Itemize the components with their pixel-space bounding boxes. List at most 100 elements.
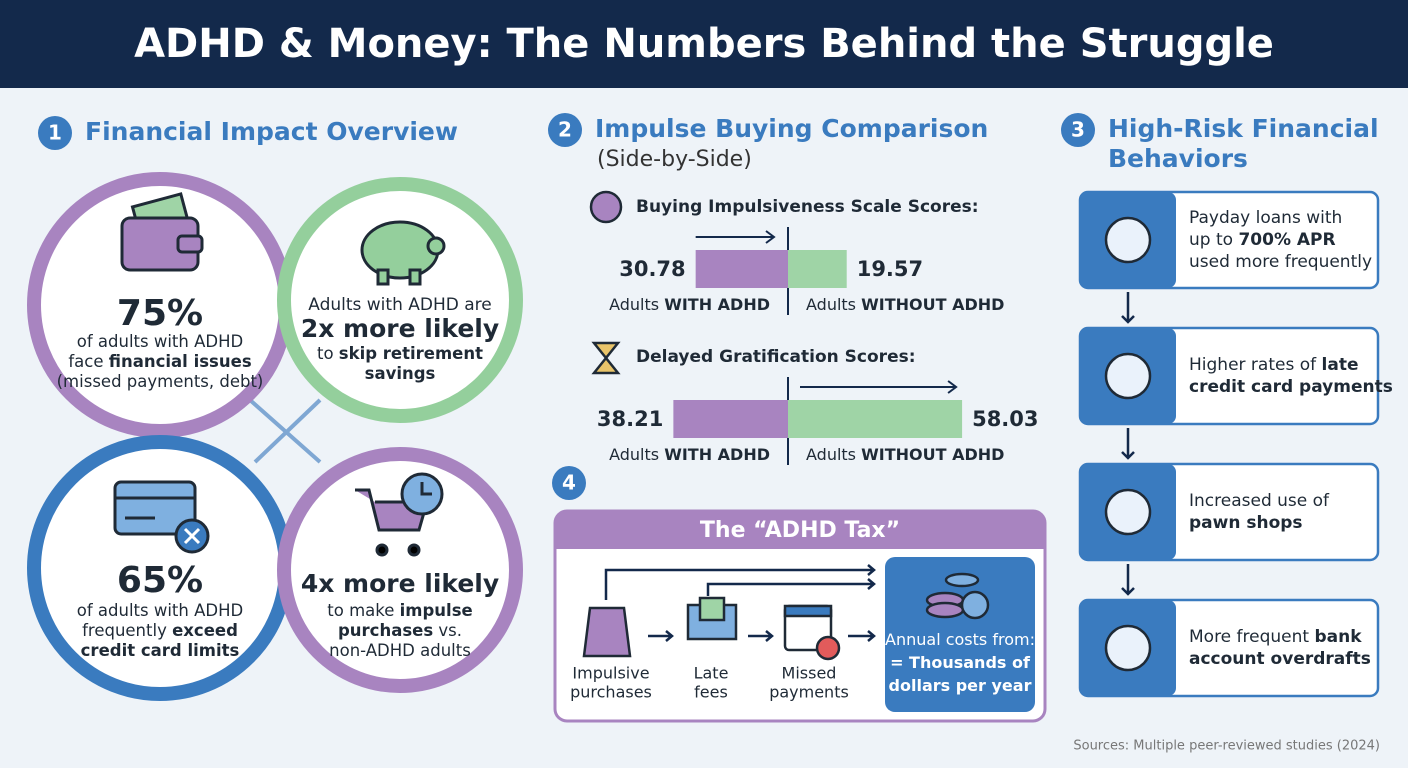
text-line: of adults with ADHD bbox=[77, 601, 243, 620]
text-line: up to 700% APR bbox=[1189, 230, 1336, 250]
step-label: Missed bbox=[782, 664, 837, 683]
step-label: fees bbox=[694, 683, 728, 702]
section-number: 3 bbox=[1071, 118, 1085, 142]
text: of adults with ADHD bbox=[77, 332, 243, 351]
section-number: 2 bbox=[558, 118, 572, 142]
bold-text: = Thousands of bbox=[890, 653, 1031, 672]
stat: 2x more likely bbox=[301, 314, 499, 343]
result-box bbox=[885, 557, 1035, 712]
text-line: Increased use of bbox=[1189, 491, 1330, 511]
bar-value: 58.03 bbox=[972, 407, 1038, 431]
label-part: WITH ADHD bbox=[664, 445, 770, 464]
text-line: Payday loans with bbox=[1189, 208, 1342, 228]
text: of adults with ADHD bbox=[77, 601, 243, 620]
text-line: savings bbox=[365, 364, 436, 383]
label-part: WITH ADHD bbox=[664, 295, 770, 314]
group-label: Adults WITH ADHD bbox=[609, 445, 770, 464]
section-number-badge bbox=[1061, 113, 1095, 147]
text-line: credit card payments bbox=[1189, 377, 1393, 397]
card-arrows bbox=[1121, 292, 1135, 596]
text: frequently bbox=[82, 621, 172, 640]
direction-arrow bbox=[695, 230, 776, 244]
page-title: ADHD & Money: The Numbers Behind the Str… bbox=[134, 21, 1274, 67]
text-line: Annual costs from: bbox=[885, 630, 1035, 649]
stat-circle bbox=[277, 177, 523, 423]
card-icon bbox=[113, 480, 210, 554]
label-part: Adults bbox=[609, 445, 664, 464]
bar bbox=[788, 250, 847, 288]
brain-icon bbox=[589, 190, 623, 224]
text-line: purchases vs. bbox=[338, 621, 462, 640]
piggy-icon bbox=[360, 220, 446, 286]
stat: 65% bbox=[117, 560, 203, 601]
text-line: face financial issues bbox=[68, 352, 251, 371]
stat-circle bbox=[277, 447, 523, 693]
bar bbox=[673, 400, 788, 438]
text: (missed payments, debt) bbox=[57, 372, 264, 391]
text: Adults with ADHD are bbox=[308, 295, 492, 315]
text: up to bbox=[1189, 230, 1238, 250]
text-line: account overdrafts bbox=[1189, 649, 1371, 669]
text: Payday loans with bbox=[1189, 208, 1342, 228]
text: More frequent bbox=[1189, 627, 1314, 647]
bold-text: 700% APR bbox=[1238, 230, 1335, 250]
step-label: Impulsive bbox=[572, 664, 649, 683]
hourglass-icon bbox=[591, 341, 621, 375]
tax-header bbox=[555, 511, 1045, 549]
step-icons bbox=[582, 596, 841, 661]
text-line: = Thousands of bbox=[890, 653, 1031, 672]
group-label: Adults WITHOUT ADHD bbox=[806, 445, 1004, 464]
section-number: 1 bbox=[48, 121, 62, 145]
label-part: Adults bbox=[806, 445, 861, 464]
group-label: Adults WITHOUT ADHD bbox=[806, 295, 1004, 314]
text: to make bbox=[327, 601, 399, 620]
source-note: Sources: Multiple peer-reviewed studies … bbox=[1073, 739, 1380, 754]
bold-text: account overdrafts bbox=[1189, 649, 1371, 669]
text: non-ADHD adults bbox=[329, 641, 471, 660]
cart-icon bbox=[355, 472, 444, 557]
section-title: Behaviors bbox=[1108, 144, 1248, 173]
text: Increased use of bbox=[1189, 491, 1330, 511]
section-title: High-Risk Financial bbox=[1108, 114, 1379, 143]
text: to bbox=[317, 344, 339, 363]
bar-value: 30.78 bbox=[619, 257, 685, 281]
label-part: WITHOUT ADHD bbox=[861, 295, 1004, 314]
box-title: The “ADHD Tax” bbox=[700, 518, 900, 543]
card-icon bbox=[1104, 216, 1152, 264]
stat: 4x more likely bbox=[301, 569, 499, 598]
circle-connectors bbox=[248, 398, 322, 464]
bold-text: pawn shops bbox=[1189, 513, 1303, 533]
text-line: pawn shops bbox=[1189, 513, 1303, 533]
section-number-badge bbox=[38, 116, 72, 150]
card-icon bbox=[1104, 488, 1152, 536]
section-number-badge bbox=[552, 466, 586, 500]
text: Annual costs from: bbox=[885, 630, 1035, 649]
section-number-badge bbox=[548, 113, 582, 147]
stat: 75% bbox=[117, 293, 203, 334]
label-part: Adults bbox=[806, 295, 861, 314]
direction-arrow bbox=[800, 380, 958, 394]
bold-text: purchases bbox=[338, 621, 433, 640]
text: used more frequently bbox=[1189, 252, 1372, 272]
header-band bbox=[0, 0, 1408, 88]
text-line: to skip retirement bbox=[317, 344, 483, 363]
bar-value: 38.21 bbox=[597, 407, 663, 431]
bar bbox=[788, 400, 963, 438]
text-line: (missed payments, debt) bbox=[57, 372, 264, 391]
chart-title: Buying Impulsiveness Scale Scores: bbox=[636, 197, 979, 217]
bold-text: impulse bbox=[400, 601, 473, 620]
card-icon bbox=[1104, 352, 1152, 400]
step-label: purchases bbox=[570, 683, 652, 702]
text-line: Adults with ADHD are bbox=[308, 295, 492, 315]
text-line: used more frequently bbox=[1189, 252, 1372, 272]
step-label: payments bbox=[769, 683, 849, 702]
text-line: to make impulse bbox=[327, 601, 472, 620]
label-part: WITHOUT ADHD bbox=[861, 445, 1004, 464]
group-label: Adults WITH ADHD bbox=[609, 295, 770, 314]
chart-title: Delayed Gratification Scores: bbox=[636, 347, 916, 367]
text: vs. bbox=[433, 621, 462, 640]
text: Higher rates of bbox=[1189, 355, 1322, 375]
text-line: of adults with ADHD bbox=[77, 332, 243, 351]
coins-icon bbox=[925, 572, 990, 620]
